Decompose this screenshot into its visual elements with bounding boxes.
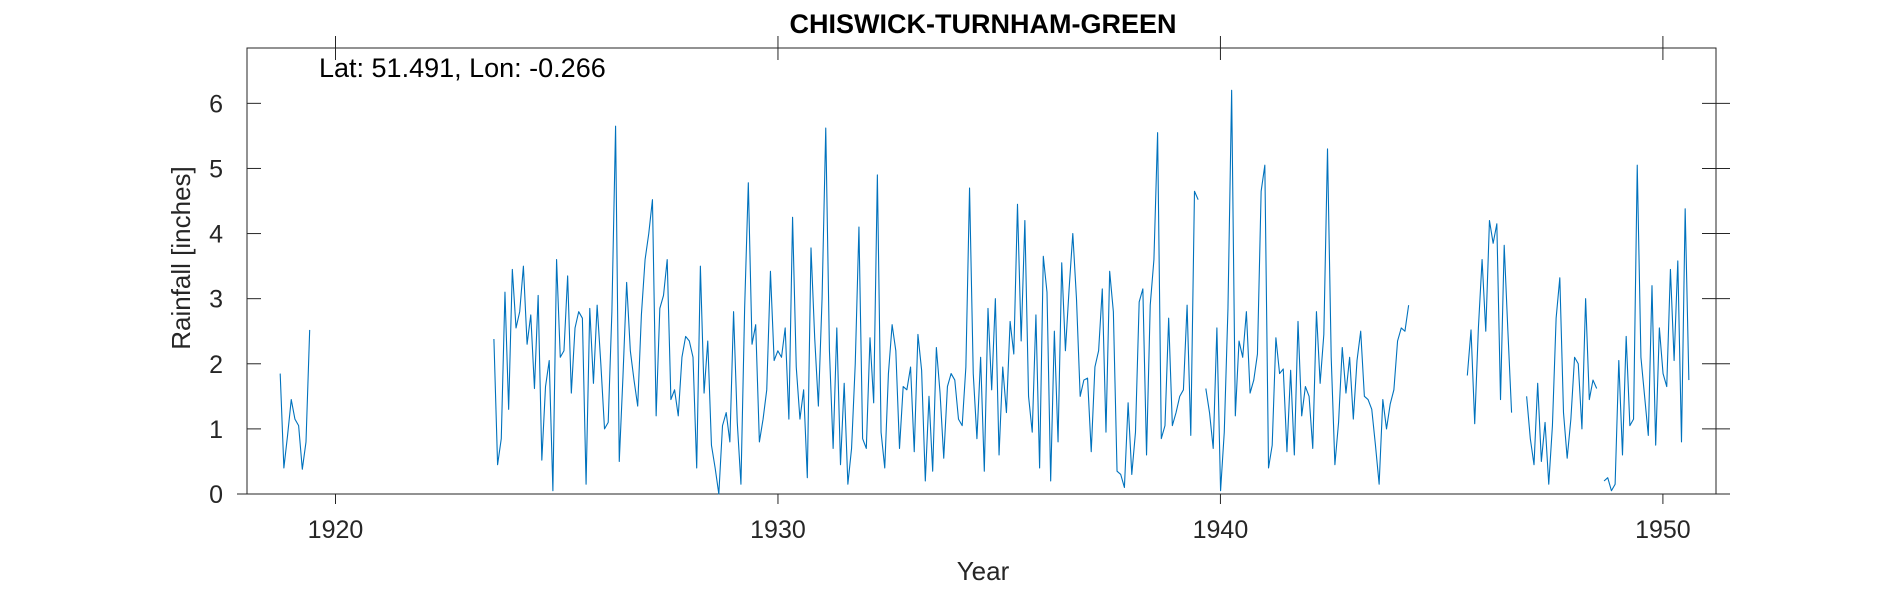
x-tick-label: 1950	[1635, 516, 1691, 544]
y-tick-label: 4	[209, 221, 223, 249]
y-tick-label: 3	[209, 286, 223, 314]
rainfall-series-line	[1603, 164, 1690, 492]
y-tick-label: 5	[209, 155, 223, 183]
rainfall-series-line	[1526, 277, 1598, 485]
x-axis-label: Year	[957, 556, 1010, 586]
y-tick-label: 6	[209, 90, 223, 118]
y-tick-label: 2	[209, 351, 223, 379]
rainfall-series-line	[279, 329, 311, 470]
rainfall-series-line	[1205, 89, 1410, 492]
y-tick-label: 1	[209, 416, 223, 444]
chart-title: CHISWICK-TURNHAM-GREEN	[790, 9, 1177, 39]
plot-area: 0 1 2 3 4 5 6 1920 1930 1940 1950	[209, 36, 1730, 544]
x-tick-label: 1930	[750, 516, 806, 544]
y-tick-label: 0	[209, 481, 223, 509]
x-axis: 1920 1930 1940 1950	[237, 36, 1730, 544]
y-axis: 0 1 2 3 4 5 6	[209, 90, 1730, 509]
location-annotation: Lat: 51.491, Lon: -0.266	[319, 53, 606, 83]
x-tick-label: 1920	[308, 516, 364, 544]
axes-box	[246, 47, 1717, 495]
series-layer	[279, 89, 1690, 495]
y-axis-label: Rainfall [inches]	[166, 166, 196, 350]
x-tick-label: 1940	[1193, 516, 1249, 544]
rainfall-series-line	[1466, 219, 1513, 425]
rainfall-series-line	[493, 125, 1199, 495]
